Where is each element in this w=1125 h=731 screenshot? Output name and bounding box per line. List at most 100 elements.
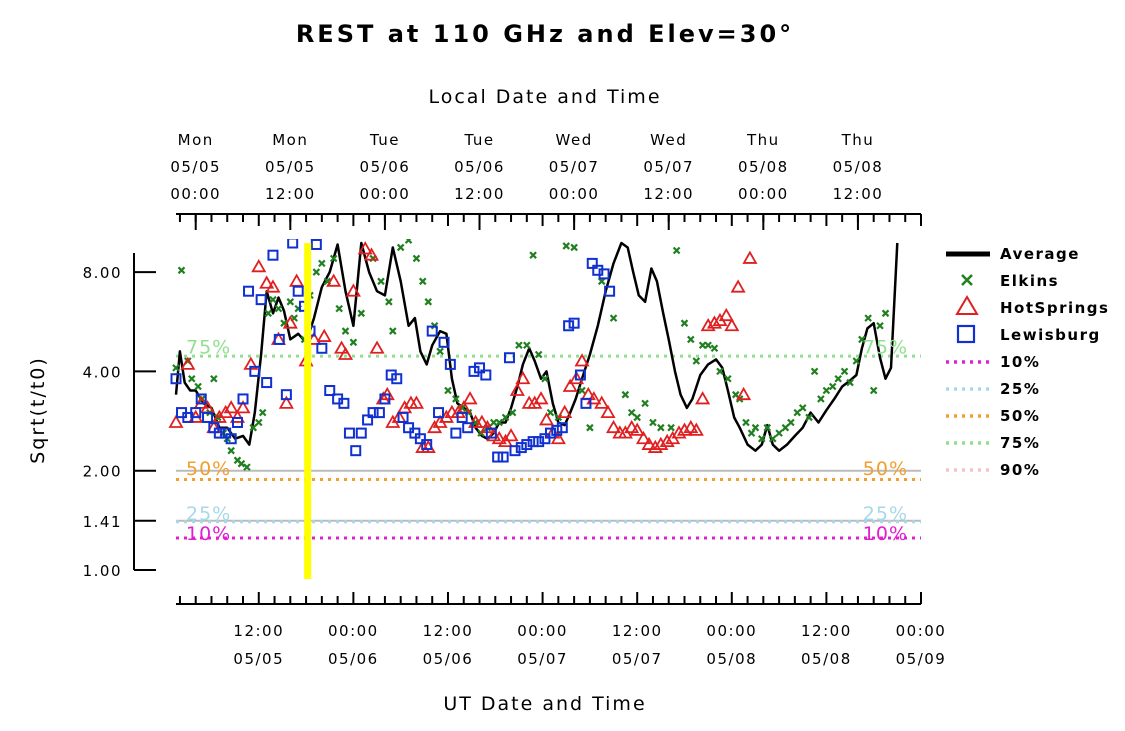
hotsprings-point: [635, 430, 652, 445]
top-x-tick-time: 00:00: [549, 185, 600, 203]
top-x-tick-date: 05/07: [643, 158, 694, 176]
elkins-point: [716, 367, 724, 376]
elkins-point: [672, 246, 681, 255]
top-x-tick-date: 05/07: [549, 158, 600, 176]
lewisburg-point: [292, 285, 304, 297]
hotsprings-point: [259, 275, 275, 289]
lewisburg-point: [474, 362, 486, 374]
percentile-label-left: 50%: [186, 458, 231, 480]
lewisburg-point: [310, 239, 322, 250]
hotsprings-point: [641, 436, 657, 450]
lewisburg-point: [503, 352, 515, 364]
bottom-x-tick-time: 00:00: [517, 622, 568, 640]
plot-area: 1.00 1.41 2.00 4.00 8.00 Mon 05/05 00:00 Mon 05/0…: [83, 131, 945, 668]
hotsprings-point: [538, 412, 555, 426]
lewisburg-point: [568, 317, 580, 329]
top-x-tick-day: Wed: [650, 131, 687, 149]
lewisburg-point: [433, 407, 445, 419]
series-elkins: [172, 239, 890, 471]
bottom-x-tick-date: 05/06: [328, 650, 379, 668]
top-axis-label: Local Date and Time: [428, 86, 661, 108]
elkins-point: [609, 314, 618, 322]
lewisburg-point: [527, 436, 539, 448]
hotsprings-point: [605, 419, 622, 434]
hotsprings-point: [180, 356, 196, 370]
lewisburg-point: [480, 369, 492, 381]
hotsprings-point: [700, 317, 716, 332]
series-lewisburg: [170, 239, 616, 463]
lewisburg-point: [367, 407, 379, 419]
lewisburg-point: [556, 422, 568, 434]
current-time-marker: [304, 243, 312, 579]
elkins-point: [444, 386, 452, 395]
elkins-point: [657, 423, 665, 432]
percentile-label-left: 75%: [186, 336, 231, 358]
percentile-label-right: 50%: [863, 458, 908, 480]
elkins-point: [570, 243, 578, 252]
lewisburg-point: [316, 342, 328, 354]
hotsprings-point: [408, 395, 425, 409]
elkins-point: [724, 374, 732, 383]
lewisburg-point: [391, 373, 403, 385]
elkins-point: [687, 335, 695, 344]
hotsprings-point: [223, 400, 239, 414]
elkins-point: [641, 399, 649, 408]
hotsprings-point: [168, 414, 184, 428]
hotsprings-point: [334, 340, 350, 354]
lewisburg-point: [426, 325, 438, 337]
elkins-point: [243, 463, 251, 471]
elkins-point: [258, 408, 267, 417]
hotsprings-point: [562, 378, 578, 392]
elkins-point: [667, 423, 675, 432]
lewisburg-point: [237, 393, 249, 405]
elkins-point: [436, 347, 444, 356]
top-x-tick-date: 05/08: [833, 158, 884, 176]
lewisburg-point: [462, 422, 474, 434]
elkins-point: [828, 382, 837, 391]
hotsprings-point: [671, 425, 687, 439]
hotsprings-point: [503, 428, 519, 442]
legend-swatch-lewisburg: [956, 324, 976, 344]
lewisburg-point: [450, 427, 462, 439]
elkins-point: [787, 418, 795, 427]
lewisburg-point: [225, 433, 237, 445]
lewisburg-point: [521, 439, 533, 451]
elkins-point: [781, 423, 790, 432]
bottom-x-tick-date: 05/07: [517, 650, 568, 668]
elkins-point: [840, 367, 849, 376]
legend: Average Elkins HotSprings Lewisburg 10% 25% 50…: [946, 245, 1108, 479]
lewisburg-point: [373, 407, 385, 419]
lewisburg-point: [379, 393, 391, 405]
elkins-point: [177, 266, 186, 275]
hotsprings-point: [742, 250, 758, 264]
hotsprings-point: [557, 404, 573, 418]
top-x-tick-day: Thu: [746, 131, 780, 149]
lewisburg-point: [586, 257, 598, 269]
y-tick-label: 8.00: [83, 264, 122, 282]
lewisburg-point: [343, 427, 355, 439]
elkins-point: [357, 309, 366, 318]
y-tick-label: 1.41: [83, 513, 122, 531]
elkins-point: [846, 378, 854, 387]
top-x-tick-day: Thu: [841, 131, 875, 149]
elkins-point: [534, 350, 543, 359]
bottom-x-tick-date: 05/05: [233, 650, 284, 668]
hotsprings-point: [574, 353, 590, 367]
elkins-point: [194, 382, 202, 391]
top-x-tick-date: 05/05: [265, 158, 316, 176]
lewisburg-point: [267, 249, 279, 261]
top-x-tick-time: 00:00: [738, 185, 789, 203]
elkins-point: [763, 423, 772, 432]
y-axis-label: Sqrt(t/t0): [27, 356, 49, 464]
top-x-tick-time: 12:00: [643, 185, 694, 203]
elkins-point: [869, 386, 878, 395]
top-x-tick-time: 12:00: [454, 185, 505, 203]
elkins-point: [274, 304, 283, 313]
elkins-point: [798, 404, 807, 412]
top-x-tick-date: 05/06: [360, 158, 411, 176]
elkins-point: [834, 374, 842, 383]
elkins-point: [377, 277, 385, 286]
elkins-point: [249, 423, 258, 432]
elkins-point: [495, 418, 504, 427]
